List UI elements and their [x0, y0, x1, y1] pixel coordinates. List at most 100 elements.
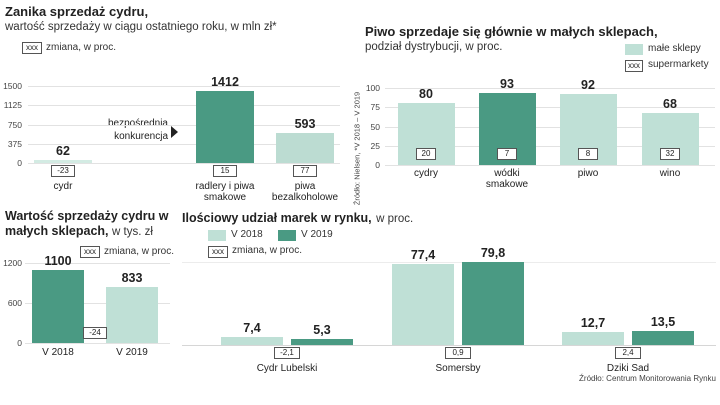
chart-title: Ilościowy udział marek w rynku, [182, 211, 372, 225]
bar [632, 330, 694, 345]
chart-subtitle: w proc. [376, 213, 414, 225]
bar [291, 339, 353, 345]
legend-label: zmiana, w proc. [46, 42, 117, 53]
grid-line [385, 88, 715, 89]
change-label: -24 [83, 327, 107, 339]
change-label: -23 [51, 165, 75, 177]
legend-label: zmiana, w proc. [232, 245, 303, 256]
chart-title: Zanika sprzedaż cydru, [5, 4, 149, 19]
chart-subtitle: wartość sprzedaży w ciągu ostatniego rok… [5, 21, 277, 33]
y-tick-label: 1125 [3, 100, 22, 111]
bar [34, 159, 92, 163]
bar [32, 269, 84, 343]
legend-marker: xxx [625, 60, 643, 72]
value-label: 92 [581, 78, 595, 93]
legend-swatch [208, 230, 226, 241]
chart-title: Wartość sprzedaży cydru w małych sklepac… [5, 209, 169, 238]
x-tick-label: Somersby [435, 363, 481, 374]
y-tick-label: 0 [17, 158, 22, 168]
y-tick-label: 50 [370, 121, 380, 132]
x-tick-label: piwa bezalkoholowe [271, 181, 339, 203]
x-tick-label: piwo [577, 168, 599, 179]
share-label: 32 [660, 148, 680, 160]
y-tick-label: 75 [370, 102, 380, 113]
y-tick-label: 375 [7, 138, 22, 149]
value-label: 833 [121, 271, 143, 286]
change-label: -2,1 [274, 347, 300, 359]
y-tick-label: 0 [375, 160, 380, 170]
grid-line [28, 86, 340, 87]
x-tick-label: V 2019 [116, 347, 148, 358]
x-tick-label: cydr [53, 181, 73, 192]
frame-line [182, 262, 716, 263]
baseline [182, 345, 716, 346]
y-tick-label: 100 [365, 83, 380, 93]
y-tick-label: 0 [17, 338, 22, 348]
legend-marker: xxx [208, 246, 228, 258]
value-label: 5,3 [313, 323, 331, 338]
x-tick-label: Dziki Sad [606, 363, 650, 374]
share-label: 8 [578, 148, 598, 160]
value-label: 7,4 [243, 321, 261, 336]
chart-title: Wartość sprzedaży cydru w małych sklepac… [5, 209, 170, 240]
source: Źródło: Centrum Monitorowania Rynku [579, 374, 716, 383]
change-label: 15 [213, 165, 237, 177]
legend-label: supermarkety [648, 59, 709, 70]
grid-line [385, 126, 715, 128]
share-label: 7 [497, 148, 517, 160]
x-tick-label: wino [659, 168, 681, 179]
bar [221, 337, 283, 345]
chart-title: Piwo sprzedaje się głównie w małych skle… [365, 24, 658, 39]
value-label: 12,7 [580, 315, 606, 330]
grid-line [385, 165, 715, 166]
value-label: 77,4 [410, 248, 436, 263]
value-label: 1100 [44, 253, 72, 268]
value-label: 13,5 [650, 314, 676, 329]
legend-swatch [625, 44, 643, 55]
value-label: 93 [500, 77, 514, 92]
bar [392, 264, 454, 345]
change-label: 2,4 [615, 347, 641, 359]
grid-line [28, 124, 340, 126]
annotation-arrow [171, 126, 178, 138]
legend-label: zmiana, w proc. [104, 246, 175, 257]
grid-line [28, 163, 340, 164]
annotation: bezpośrednia konkurencja [107, 118, 168, 142]
y-tick-label: 1500 [3, 81, 22, 91]
y-tick-label: 25 [370, 140, 380, 151]
legend-label: V 2018 [231, 229, 263, 240]
legend-label: V 2019 [301, 229, 333, 240]
value-label: 68 [663, 96, 677, 111]
value-label: 62 [56, 143, 70, 158]
legend-marker: xxx [80, 246, 100, 258]
x-tick-label: Cydr Lubelski [256, 363, 318, 374]
change-label: 0,9 [445, 347, 471, 359]
bar [462, 262, 524, 345]
x-tick-label: V 2018 [42, 347, 74, 358]
y-tick-label: 1200 [3, 258, 22, 268]
value-label: 593 [294, 116, 316, 131]
grid-line [385, 145, 715, 147]
y-tick-label: 750 [7, 119, 22, 130]
bar [562, 331, 624, 345]
grid-line [25, 343, 170, 344]
grid-line [385, 107, 715, 109]
grid-line [28, 105, 340, 107]
value-label: 80 [419, 87, 433, 102]
grid-line [25, 303, 170, 304]
grid-line [25, 263, 170, 264]
bar [276, 132, 334, 163]
chart-subtitle: w tys. zł [112, 226, 153, 238]
value-label: 1412 [211, 74, 239, 89]
legend-marker: xxx [22, 42, 42, 54]
change-label: 77 [293, 165, 317, 177]
bar [106, 287, 158, 343]
x-tick-label: radlery i piwa smakowe [195, 181, 255, 203]
share-label: 20 [416, 148, 436, 160]
grid-line [28, 143, 340, 145]
legend-label: małe sklepy [648, 43, 701, 54]
value-label: 79,8 [480, 246, 506, 260]
x-tick-label: wódki smakowe [485, 168, 529, 190]
bar [196, 90, 254, 163]
